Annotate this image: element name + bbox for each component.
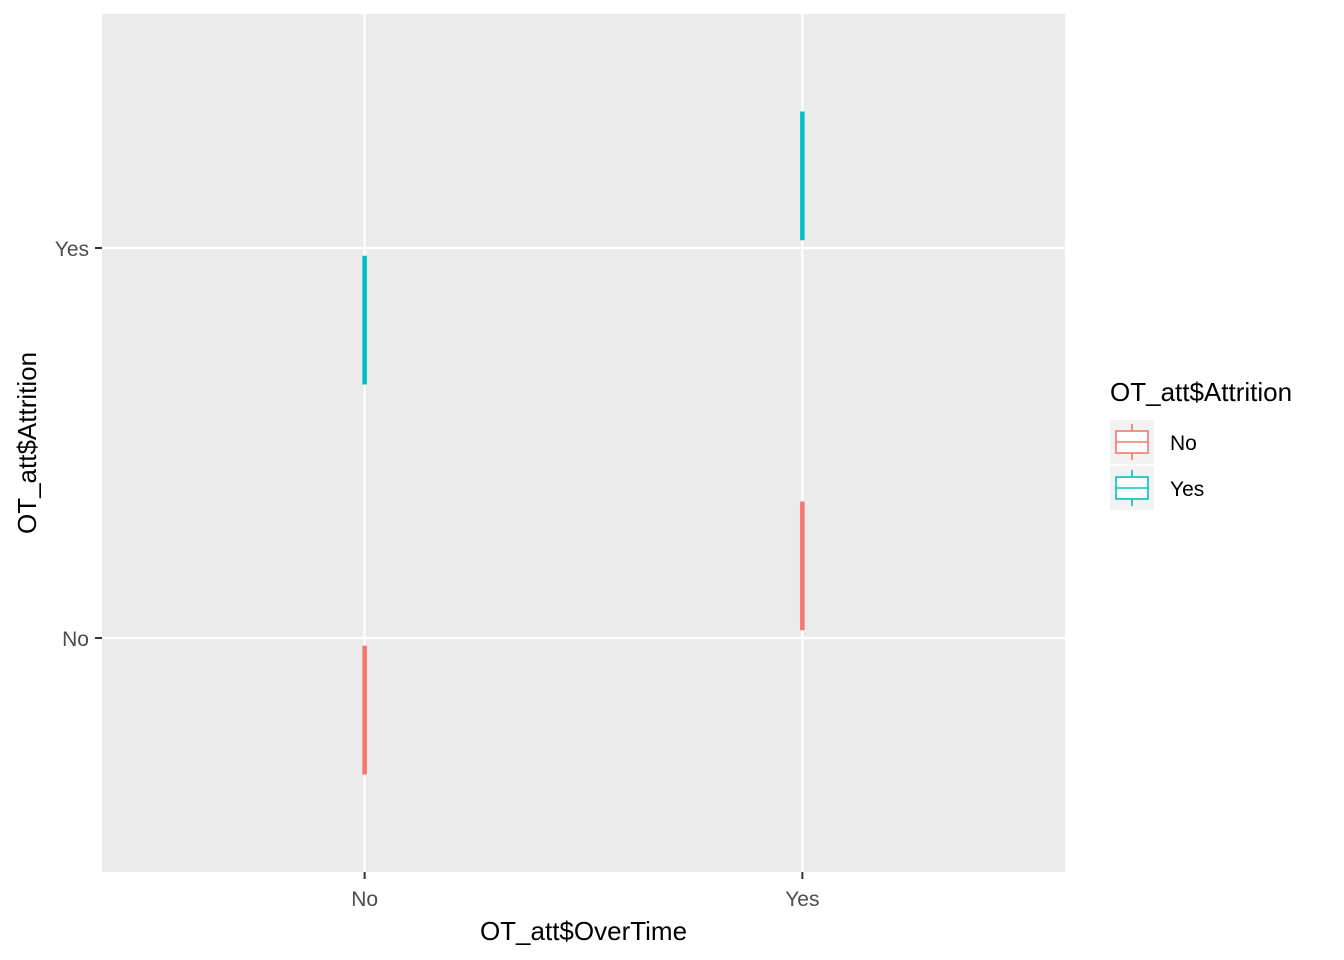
x-axis: No Yes <box>351 872 819 911</box>
x-axis-title: OT_att$OverTime <box>480 916 687 946</box>
y-axis: No Yes <box>55 238 102 651</box>
y-tick-label-yes: Yes <box>55 238 89 261</box>
legend-label-no: No <box>1170 432 1197 455</box>
y-axis-title: OT_att$Attrition <box>12 352 42 534</box>
legend: OT_att$Attrition No Yes <box>1110 377 1292 510</box>
x-tick-label-yes: Yes <box>785 888 819 911</box>
y-tick-label-no: No <box>62 628 89 651</box>
plot-panel <box>102 14 1065 872</box>
legend-title: OT_att$Attrition <box>1110 377 1292 407</box>
x-tick-label-no: No <box>351 888 378 911</box>
legend-label-yes: Yes <box>1170 478 1204 501</box>
boxes-layer <box>362 111 805 775</box>
